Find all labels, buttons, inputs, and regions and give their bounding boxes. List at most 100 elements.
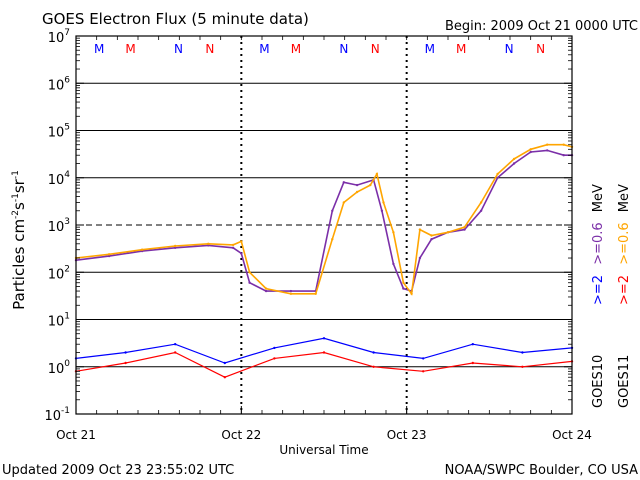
- marker-M-0-1: M: [125, 42, 135, 56]
- ytick-label-1e1: 101: [48, 312, 70, 330]
- legend-purple-label: >=0.6: [591, 222, 606, 264]
- svg-text:>=2 >=0.6 MeV: >=2 >=0.6 MeV: [617, 184, 632, 305]
- series-point-3-6: [372, 365, 375, 368]
- ytick-label-1e2: 102: [48, 264, 70, 282]
- series-point-1-19: [410, 292, 413, 295]
- series-point-0-13: [355, 183, 359, 187]
- series-point-1-25: [496, 172, 499, 176]
- begin-time: Begin: 2009 Oct 21 0000 UTC: [445, 19, 638, 34]
- series-point-1-8: [264, 287, 268, 290]
- series-point-2-2: [174, 343, 177, 346]
- series-line-0: [75, 149, 572, 293]
- marker-M-2-1: M: [456, 42, 466, 56]
- y-label-exp3: -1: [11, 170, 21, 179]
- series-lines: [74, 143, 574, 379]
- ytick-label-1e4: 104: [48, 170, 71, 188]
- series-point-0-3: [174, 246, 177, 249]
- series-point-0-5: [231, 246, 235, 249]
- series-point-0-11: [331, 209, 334, 212]
- legend-unit-2: MeV: [617, 184, 632, 212]
- series-point-0-27: [546, 149, 549, 152]
- series-point-2-4: [273, 346, 276, 350]
- xtick-label-0: Oct 21: [56, 428, 96, 442]
- y-label-s: s: [10, 202, 28, 210]
- marker-N-2-3: N: [536, 42, 545, 56]
- series-point-1-2: [140, 248, 144, 251]
- series-point-0-26: [529, 150, 532, 154]
- series-point-2-1: [124, 351, 127, 354]
- chart-title: GOES Electron Flux (5 minute data): [42, 10, 309, 28]
- ytick-label-1e0: 100: [48, 359, 71, 377]
- ytick-label-1e-1: 10-1: [44, 406, 70, 424]
- y-label-exp1: -2: [11, 210, 21, 219]
- legend-goes11: GOES11: [617, 355, 632, 408]
- series-point-2-3: [223, 361, 226, 365]
- legend-energy-goes10: >=2 >=0.6 MeV: [591, 184, 606, 305]
- series-point-3-9: [521, 365, 524, 368]
- series-point-1-17: [392, 231, 395, 234]
- series-point-2-9: [521, 351, 524, 354]
- series-point-1-7: [248, 271, 251, 274]
- series-point-0-24: [496, 176, 499, 179]
- series-point-1-27: [529, 148, 532, 151]
- series-point-0-22: [463, 228, 466, 231]
- series-point-1-11: [331, 238, 334, 241]
- series-point-0-17: [402, 287, 405, 290]
- marker-N-0-3: N: [205, 42, 214, 56]
- legend-goes10: GOES10: [591, 355, 606, 408]
- xtick-label-2: Oct 23: [387, 428, 427, 442]
- legend-energy-goes11: >=2 >=0.6 MeV: [617, 184, 632, 305]
- marker-M-0-0: M: [94, 42, 104, 56]
- series-point-0-6: [240, 252, 243, 255]
- legend-orange-label: >=0.6: [617, 222, 632, 264]
- series-point-1-24: [479, 201, 483, 204]
- marker-N-1-3: N: [371, 42, 380, 56]
- series-point-1-4: [207, 242, 210, 245]
- series-point-1-12: [342, 201, 345, 204]
- y-label-base: Particles cm: [10, 219, 28, 310]
- series-point-1-3: [174, 244, 177, 248]
- series-point-1-5: [231, 243, 235, 247]
- series-point-0-23: [479, 209, 483, 212]
- series-point-0-19: [418, 256, 422, 260]
- series-point-1-18: [402, 281, 405, 284]
- series-point-3-4: [273, 357, 276, 360]
- xtick-label-1: Oct 22: [221, 428, 261, 442]
- xtick-label-3: Oct 24: [552, 428, 592, 442]
- ytick-label-1e6: 106: [48, 75, 71, 93]
- marker-N-0-2: N: [174, 42, 183, 56]
- svg-text:Particles cm-2s-1sr-1: Particles cm-2s-1sr-1: [10, 170, 28, 310]
- series-point-1-6: [240, 240, 243, 243]
- marker-M-1-1: M: [291, 42, 301, 56]
- series-point-1-14: [369, 183, 372, 187]
- series-point-0-7: [248, 281, 251, 284]
- gridlines: [76, 82, 572, 368]
- marker-N-1-2: N: [339, 42, 348, 56]
- series-point-1-22: [446, 231, 450, 234]
- updated-time: Updated 2009 Oct 23 23:55:02 UTC: [2, 463, 234, 478]
- ytick-label-1e3: 103: [48, 217, 70, 235]
- credit: NOAA/SWPC Boulder, CO USA: [445, 463, 638, 478]
- marker-M-1-0: M: [259, 42, 269, 56]
- marker-M-2-0: M: [425, 42, 435, 56]
- ytick-label-1e5: 105: [48, 123, 70, 141]
- series-point-1-21: [430, 234, 433, 237]
- series-point-1-26: [512, 157, 516, 161]
- series-point-1-9: [289, 292, 293, 295]
- y-axis-label: Particles cm-2s-1sr-1: [10, 170, 28, 310]
- series-point-2-7: [422, 357, 425, 360]
- legend-red-label: >=2: [617, 275, 632, 305]
- series-point-3-3: [223, 376, 226, 379]
- svg-text:>=2 >=0.6 MeV: >=2 >=0.6 MeV: [591, 184, 606, 305]
- series-point-1-16: [382, 201, 385, 204]
- series-point-3-2: [174, 351, 177, 354]
- series-point-0-8: [264, 289, 268, 293]
- series-point-3-7: [422, 370, 425, 373]
- series-point-0-25: [512, 162, 516, 165]
- series-point-2-5: [322, 337, 326, 340]
- series-point-2-6: [372, 351, 375, 354]
- y-axis: 10-1 100 101 102 103 104 105 106 107: [44, 28, 572, 424]
- legend-blue-label: >=2: [591, 275, 606, 305]
